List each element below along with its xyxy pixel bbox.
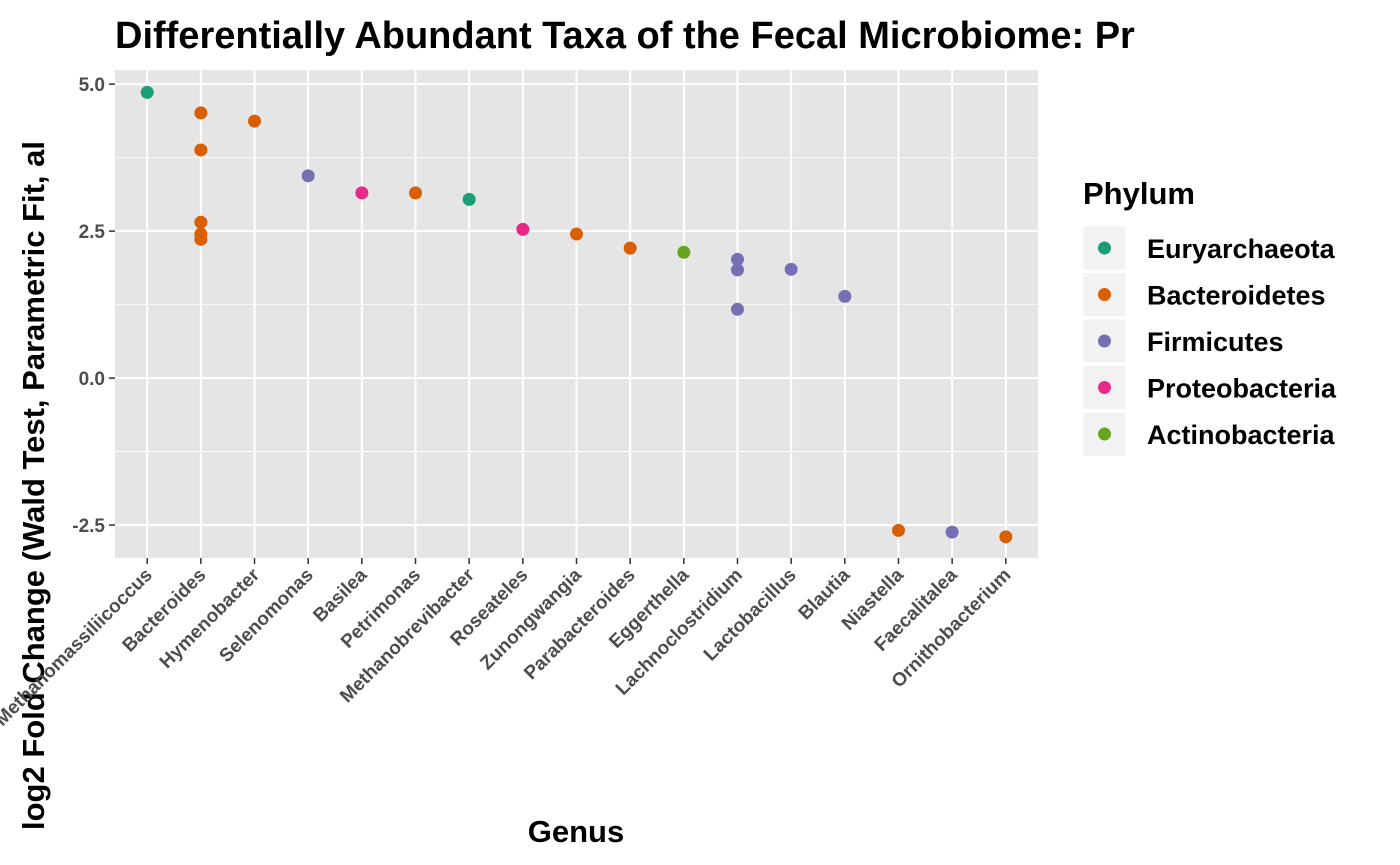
point — [194, 143, 208, 157]
point — [194, 106, 208, 120]
point — [623, 241, 637, 255]
legend-marker — [1098, 427, 1111, 441]
legend-label: Proteobacteria — [1147, 374, 1337, 404]
legend-key — [1082, 318, 1127, 364]
point — [784, 262, 798, 276]
y-axis-title: log2 Fold Change (Wald Test, Parametric … — [16, 141, 51, 830]
point — [570, 227, 583, 241]
legend-label: Actinobacteria — [1147, 420, 1336, 450]
legend-label: Euryarchaeota — [1147, 234, 1336, 264]
point — [730, 263, 744, 277]
legend-marker — [1098, 241, 1111, 255]
point — [409, 186, 423, 200]
point — [677, 245, 691, 259]
point — [999, 530, 1013, 544]
point — [248, 114, 262, 128]
point — [838, 289, 852, 303]
point — [194, 232, 208, 246]
legend-label: Bacteroidetes — [1147, 281, 1326, 311]
x-tick-label: Selenomonas — [216, 565, 318, 667]
point — [945, 525, 959, 539]
legend-title: Phylum — [1083, 176, 1195, 211]
point — [730, 252, 744, 266]
point — [301, 169, 315, 183]
point — [891, 523, 905, 537]
legend-key — [1082, 411, 1127, 457]
point — [355, 186, 369, 200]
legend-marker — [1098, 381, 1111, 394]
y-tick-label: 0.0 — [79, 369, 105, 390]
point — [516, 222, 530, 236]
y-tick-label: 5.0 — [79, 75, 105, 96]
legend-marker — [1098, 288, 1111, 301]
legend-marker — [1098, 334, 1111, 348]
point — [462, 192, 476, 206]
x-tick-label: Lactobacillus — [700, 565, 801, 666]
point — [730, 302, 744, 316]
marks — [140, 85, 1013, 544]
legend-label: Firmicutes — [1147, 327, 1284, 357]
x-axis-title: Genus — [528, 814, 624, 849]
chart-title: Differentially Abundant Taxa of the Feca… — [115, 15, 1135, 57]
y-tick-label: -2.5 — [72, 516, 105, 537]
point — [194, 215, 208, 229]
point — [140, 85, 154, 99]
y-tick-label: 2.5 — [79, 222, 106, 243]
